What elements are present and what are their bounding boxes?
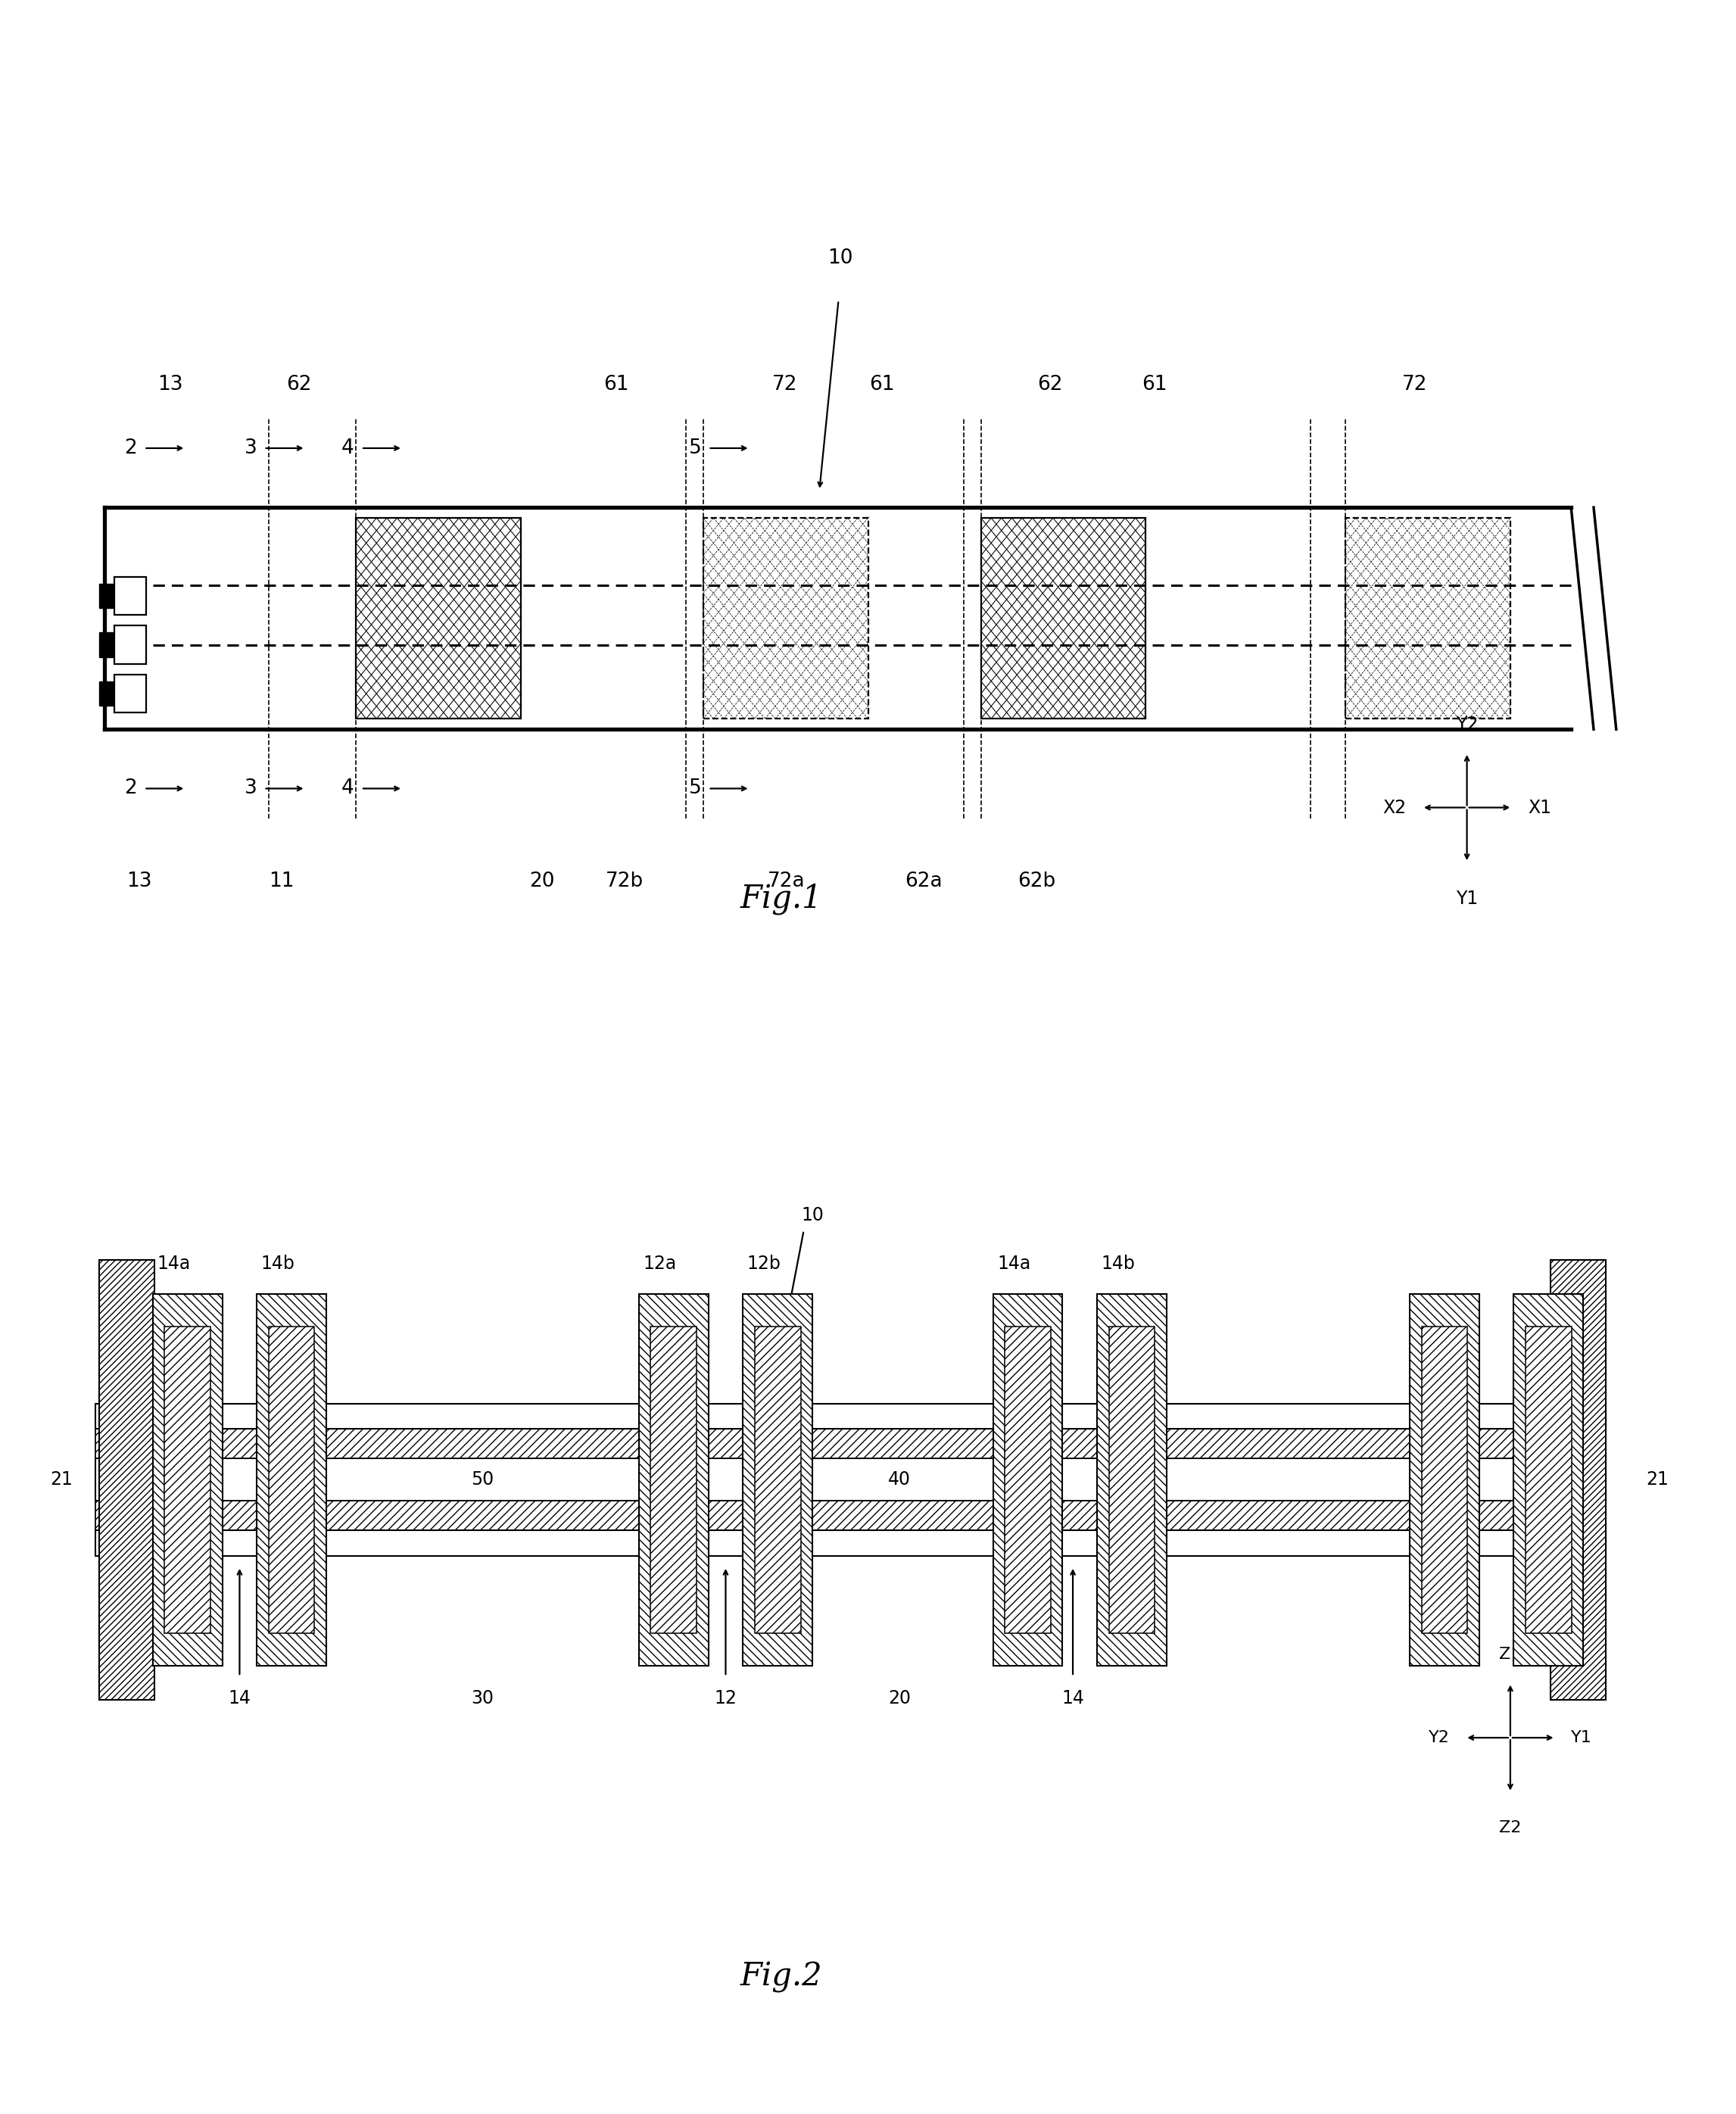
- Text: Fig.2: Fig.2: [740, 1960, 823, 1994]
- Text: 12a: 12a: [642, 1254, 677, 1273]
- Bar: [257, 1294, 326, 1666]
- Bar: [1005, 1328, 1050, 1632]
- Bar: [95, 1429, 1606, 1459]
- Text: Z1: Z1: [1500, 1647, 1521, 1662]
- Bar: [1345, 518, 1510, 719]
- Bar: [981, 518, 1146, 719]
- Bar: [703, 518, 868, 719]
- Bar: [639, 1294, 708, 1666]
- Bar: [95, 1501, 1606, 1531]
- Text: 13: 13: [127, 871, 151, 892]
- Bar: [95, 1459, 1606, 1501]
- Bar: [1514, 1294, 1583, 1666]
- Bar: [755, 1328, 800, 1632]
- Text: 3: 3: [245, 438, 257, 459]
- Text: 61: 61: [604, 374, 628, 395]
- Text: 12b: 12b: [746, 1254, 781, 1273]
- Text: Y1: Y1: [1571, 1729, 1592, 1746]
- Text: 10: 10: [828, 247, 852, 268]
- Text: 3: 3: [245, 778, 257, 799]
- Text: 14a: 14a: [996, 1254, 1031, 1273]
- Bar: [99, 681, 113, 706]
- Text: 21: 21: [1646, 1471, 1668, 1488]
- Bar: [115, 674, 146, 712]
- Text: 62: 62: [286, 374, 311, 395]
- Text: 12: 12: [713, 1689, 738, 1708]
- Text: Y1: Y1: [1457, 890, 1477, 909]
- Text: X1: X1: [1528, 799, 1552, 816]
- Bar: [153, 1294, 222, 1666]
- Text: 62b: 62b: [1017, 871, 1055, 892]
- Text: 40: 40: [887, 1471, 911, 1488]
- Text: 4: 4: [342, 438, 354, 459]
- Text: 14b: 14b: [260, 1254, 295, 1273]
- Text: X2: X2: [1382, 799, 1406, 816]
- Text: 72b: 72b: [606, 871, 644, 892]
- Text: 20: 20: [887, 1689, 911, 1708]
- Text: 13: 13: [158, 374, 182, 395]
- Bar: [115, 577, 146, 615]
- Text: 4: 4: [342, 778, 354, 799]
- Bar: [1422, 1328, 1467, 1632]
- Text: 14: 14: [227, 1689, 252, 1708]
- Text: 20: 20: [529, 871, 554, 892]
- Text: 30: 30: [470, 1689, 495, 1708]
- Bar: [356, 518, 521, 719]
- Text: 5: 5: [689, 778, 701, 799]
- Bar: [1097, 1294, 1167, 1666]
- Bar: [165, 1328, 210, 1632]
- Bar: [269, 1328, 314, 1632]
- Bar: [95, 1531, 1606, 1556]
- Text: 2: 2: [125, 778, 137, 799]
- Text: 14: 14: [1061, 1689, 1085, 1708]
- Text: 5: 5: [689, 438, 701, 459]
- Text: 50: 50: [470, 1471, 495, 1488]
- Text: 14b: 14b: [1101, 1254, 1135, 1273]
- Bar: [99, 632, 113, 657]
- Bar: [95, 1404, 1606, 1429]
- Bar: [115, 626, 146, 664]
- Text: 62a: 62a: [904, 871, 943, 892]
- Text: 11: 11: [792, 1300, 812, 1319]
- Text: 72: 72: [1403, 374, 1427, 395]
- Text: Y2: Y2: [1457, 715, 1477, 734]
- Bar: [1526, 1328, 1571, 1632]
- Bar: [993, 1294, 1062, 1666]
- Text: 2: 2: [125, 438, 137, 459]
- Text: 61: 61: [1142, 374, 1167, 395]
- Text: 62: 62: [1038, 374, 1062, 395]
- Text: 72a: 72a: [767, 871, 806, 892]
- Text: 11: 11: [269, 871, 293, 892]
- Text: 72: 72: [773, 374, 797, 395]
- Text: Z2: Z2: [1500, 1820, 1521, 1835]
- Text: 14a: 14a: [156, 1254, 191, 1273]
- Text: Fig.1: Fig.1: [740, 882, 823, 915]
- Bar: [1550, 1260, 1606, 1700]
- Text: 21: 21: [50, 1471, 73, 1488]
- Text: 13: 13: [1142, 1296, 1167, 1315]
- Text: 13: 13: [304, 1296, 328, 1315]
- Bar: [1410, 1294, 1479, 1666]
- Text: Y2: Y2: [1429, 1729, 1450, 1746]
- Text: 10: 10: [800, 1205, 825, 1224]
- Bar: [743, 1294, 812, 1666]
- Text: 61: 61: [870, 374, 894, 395]
- Bar: [99, 583, 113, 609]
- Bar: [1109, 1328, 1154, 1632]
- Bar: [99, 1260, 155, 1700]
- Bar: [651, 1328, 696, 1632]
